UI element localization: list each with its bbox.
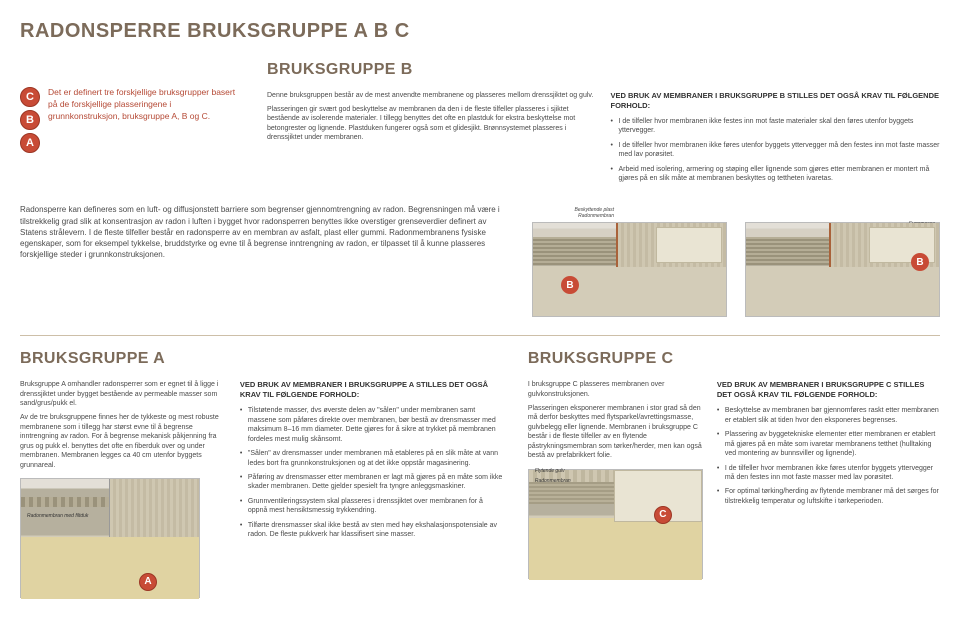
diag-label: Radonmembran [578, 213, 614, 220]
b-lead: Denne bruksgruppen består av de mest anv… [267, 91, 597, 100]
main-title: RADONSPERRE BRUKSGRUPPE A B C [20, 18, 940, 45]
c-bullets: Beskyttelse av membranen bør gjennomføre… [717, 406, 940, 506]
separator [20, 335, 940, 336]
a-subhead: VED BRUK AV MEMBRANER I BRUKSGRUPPE A ST… [240, 380, 504, 400]
diagram-b-right: Fugemasse Klemlist Beskyttende plast Rad… [745, 222, 940, 317]
a-p1: Bruksgruppe A omhandler radonsperrer som… [20, 380, 226, 408]
badge-c: C [20, 87, 40, 107]
b-bullet: I de tilfeller hvor membranen ikke feste… [611, 117, 941, 136]
c-bullet: Beskyttelse av membranen bør gjennomføre… [717, 406, 940, 425]
b-bullet: Arbeid med isolering, armering og støpin… [611, 165, 941, 184]
badge-a-icon: A [139, 573, 157, 591]
a-bullet: Tilstøtende masser, dvs øverste delen av… [240, 406, 504, 444]
badge-stack: C B A [20, 87, 40, 188]
top-row: C B A Det er definert tre forskjellige b… [20, 59, 940, 188]
diagram-a: Radonmembran med filtduk A [20, 478, 200, 598]
badge-b-icon: B [561, 276, 579, 294]
a-bullet: "Sålen" av drensmasser under membranen m… [240, 449, 504, 468]
section-c: BRUKSGRUPPE C I bruksgruppe C plasseres … [528, 348, 940, 598]
b-col2: VED BRUK AV MEMBRANER I BRUKSGRUPPE B ST… [611, 91, 941, 189]
bruksgruppe-b: BRUKSGRUPPE B Denne bruksgruppen består … [267, 59, 940, 188]
a-p2: Av de tre bruksgruppene finnes her de ty… [20, 413, 226, 470]
a-bullet: Tilførte drensmasser skal ikke bestå av … [240, 521, 504, 540]
b-subhead: VED BRUK AV MEMBRANER I BRUKSGRUPPE B ST… [611, 91, 941, 111]
c-bullet: Plassering av byggetekniske elementer et… [717, 430, 940, 458]
diag-label: Radonmembran med filtduk [27, 513, 88, 520]
intro-block: C B A Det er definert tre forskjellige b… [20, 87, 245, 188]
a-bullet: Påføring av drensmasser etter membranen … [240, 473, 504, 492]
diagram-c: Flytende gulv Radonmembran C [528, 469, 703, 579]
badge-b-icon: B [911, 253, 929, 271]
a-title: BRUKSGRUPPE A [20, 348, 504, 370]
mid-row: Radonsperre kan defineres som en luft- o… [20, 204, 940, 317]
a-bullet: Grunnventileringssystem skal plasseres i… [240, 497, 504, 516]
b-bullet: I de tilfeller hvor membranen ikke føres… [611, 141, 941, 160]
intro-text: Det er definert tre forskjellige bruksgr… [48, 87, 245, 188]
c-bullet: For optimal tørking/herding av flytende … [717, 487, 940, 506]
badge-b: B [20, 110, 40, 130]
b-p2: Plasseringen gir svært god beskyttelse a… [267, 105, 597, 143]
b-col1: Denne bruksgruppen består av de mest anv… [267, 91, 597, 189]
c-p2: Plasseringen eksponerer membranen i stor… [528, 404, 703, 461]
c-title: BRUKSGRUPPE C [528, 348, 940, 370]
diagram-b-left: Beskyttende plast Radonmembran B [532, 222, 727, 317]
section-a: BRUKSGRUPPE A Bruksgruppe A omhandler ra… [20, 348, 504, 598]
c-bullet: I de tilfeller hvor membranen ikke føres… [717, 464, 940, 483]
c-p1: I bruksgruppe C plasseres membranen over… [528, 380, 703, 399]
badge-c-icon: C [654, 506, 672, 524]
diag-label: Radonmembran [535, 478, 571, 485]
badge-a: A [20, 133, 40, 153]
mid-paragraph: Radonsperre kan defineres som en luft- o… [20, 204, 514, 317]
bottom-row: BRUKSGRUPPE A Bruksgruppe A omhandler ra… [20, 348, 940, 598]
a-bullets: Tilstøtende masser, dvs øverste delen av… [240, 406, 504, 539]
diag-label: Flytende gulv [535, 468, 565, 475]
b-bullets: I de tilfeller hvor membranen ikke feste… [611, 117, 941, 184]
c-subhead: VED BRUK AV MEMBRANER I BRUKSGRUPPE C ST… [717, 380, 940, 400]
b-title: BRUKSGRUPPE B [267, 59, 940, 81]
